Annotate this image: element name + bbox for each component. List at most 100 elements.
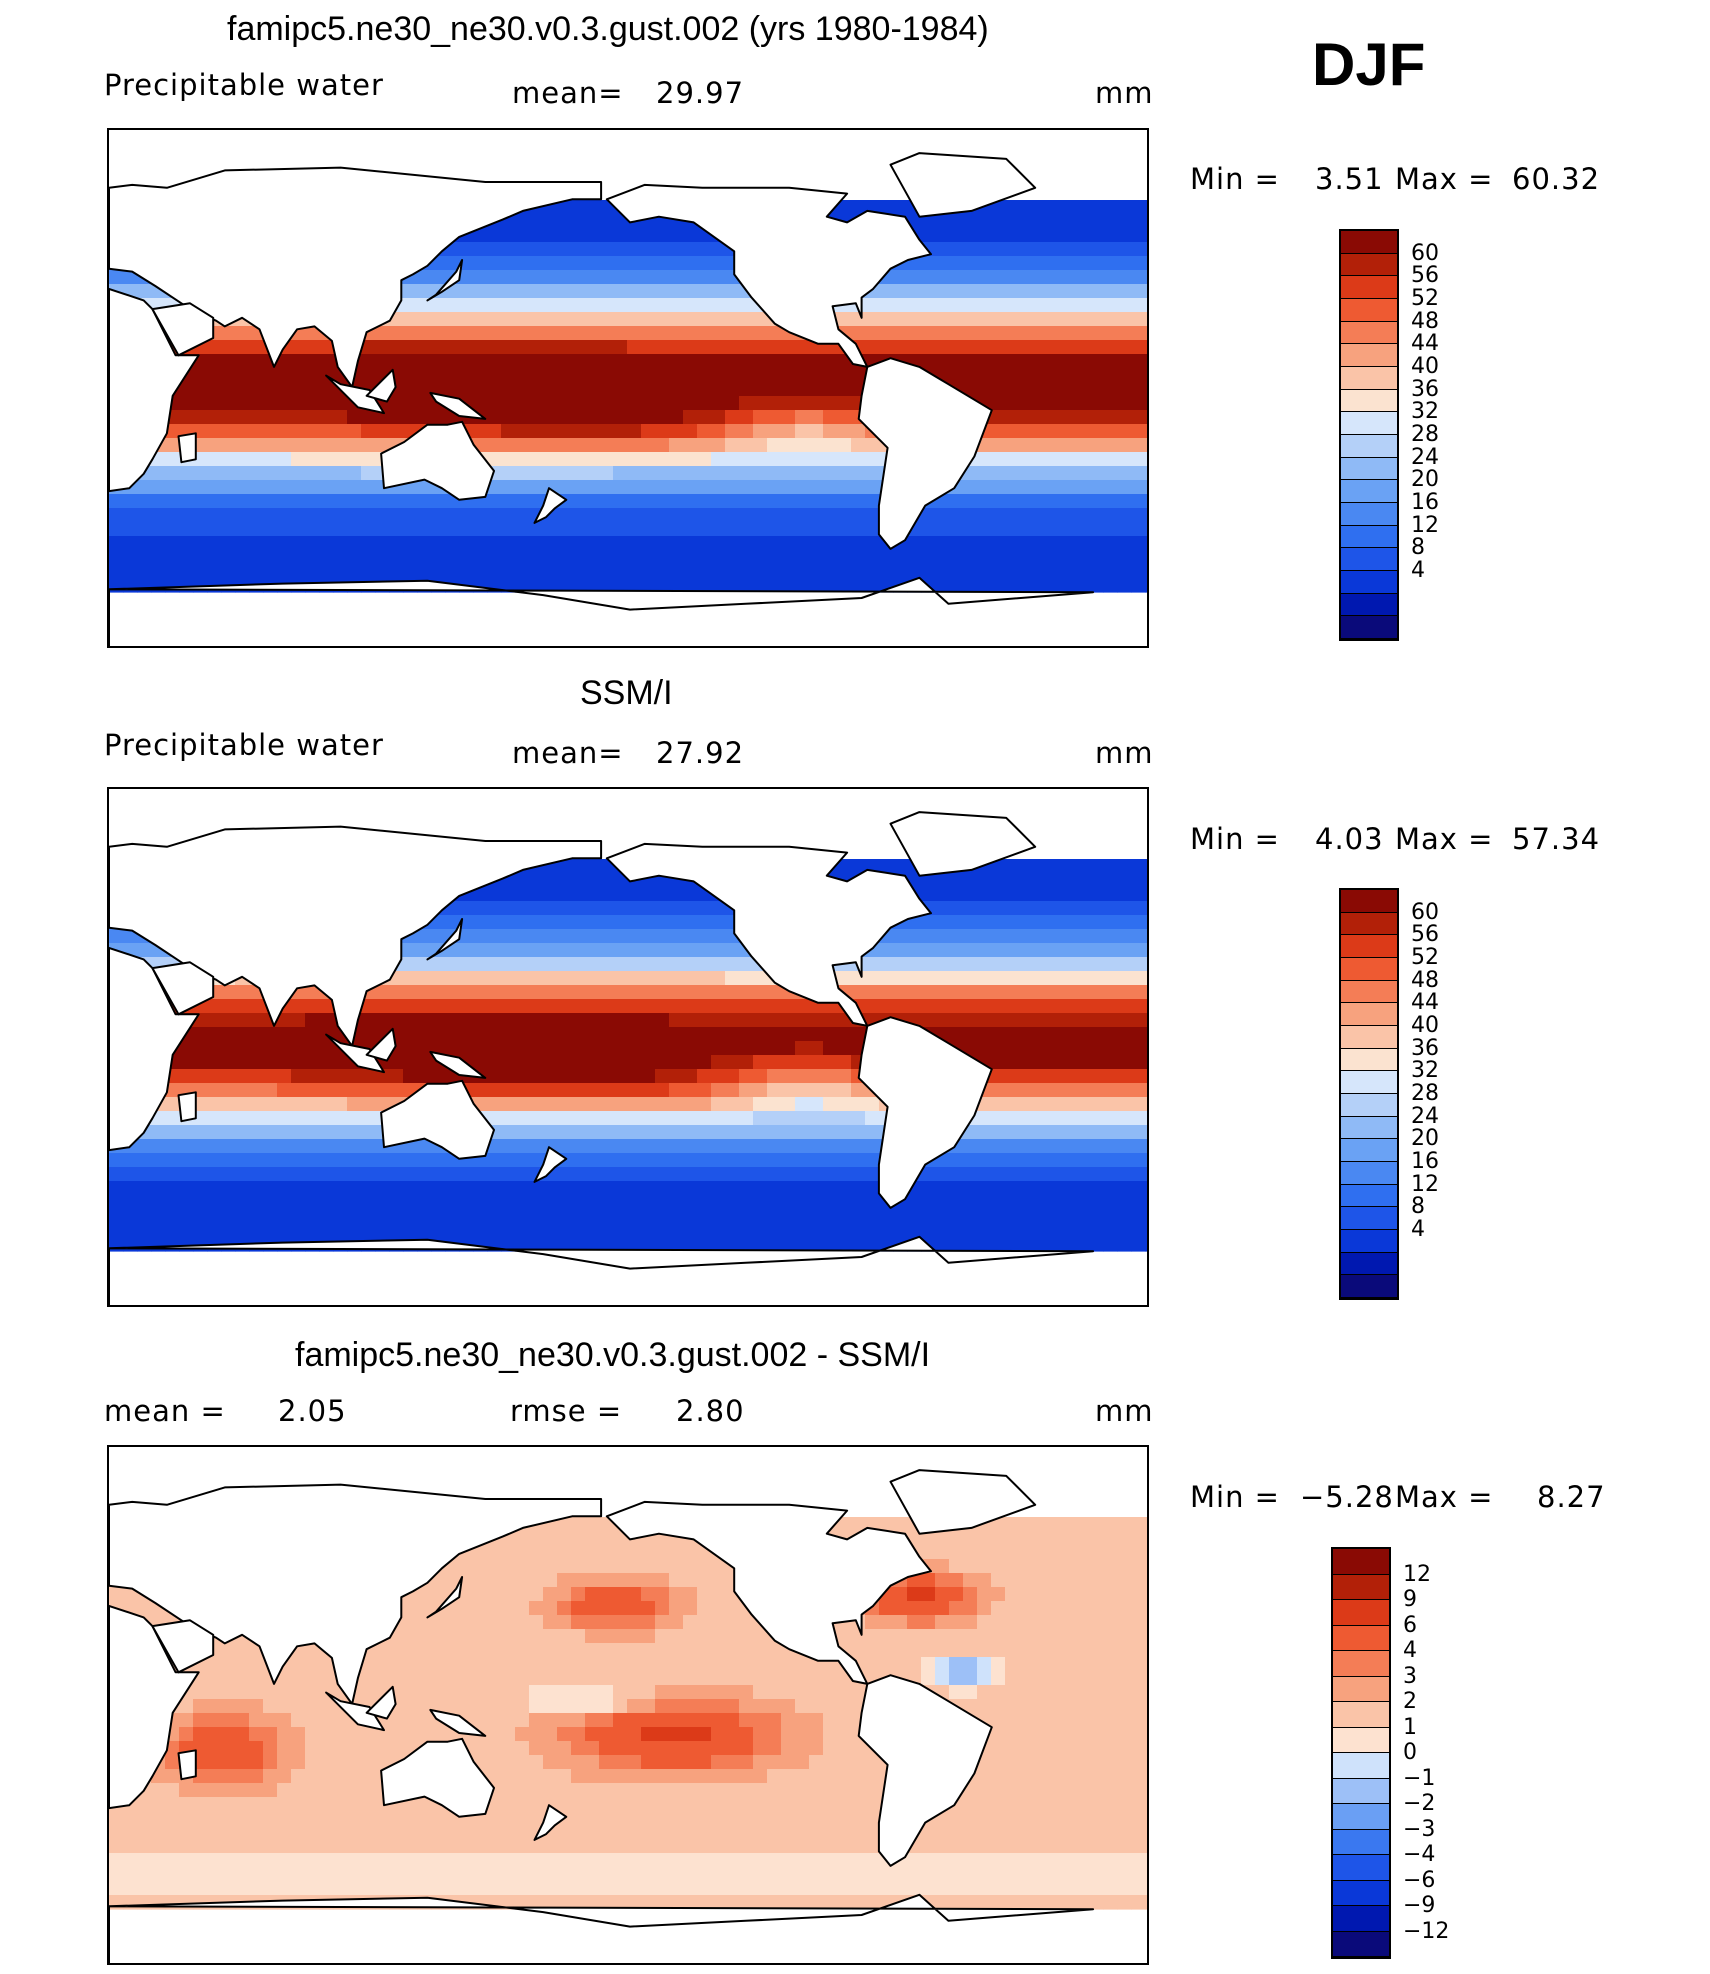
field-cell [725, 578, 740, 593]
field-cell [249, 1083, 264, 1098]
field-cell [683, 1055, 698, 1070]
field-cell [627, 1545, 642, 1560]
field-cell [697, 1601, 712, 1616]
field-cell [1061, 1027, 1076, 1042]
field-cell [739, 957, 754, 972]
field-cell [1117, 1055, 1132, 1070]
field-cell [963, 228, 978, 243]
field-cell [291, 410, 306, 425]
field-cell [823, 1223, 838, 1238]
field-cell [487, 438, 502, 453]
field-cell [837, 1139, 852, 1154]
field-cell [1019, 1223, 1034, 1238]
field-cell [627, 410, 642, 425]
field-cell [249, 340, 264, 355]
field-cell [193, 396, 208, 411]
field-cell [683, 354, 698, 369]
field-cell [795, 494, 810, 509]
field-cell [1075, 1097, 1090, 1112]
field-cell [459, 985, 474, 1000]
field-cell [1089, 943, 1104, 958]
field-cell [1131, 1601, 1146, 1616]
field-cell [417, 1041, 432, 1056]
field-cell [697, 1195, 712, 1210]
field-cell [837, 1237, 852, 1252]
field-cell [319, 536, 334, 551]
field-cell [515, 452, 530, 467]
field-cell [781, 1153, 796, 1168]
field-cell [599, 1545, 614, 1560]
field-cell [571, 1069, 586, 1084]
field-cell [1047, 564, 1062, 579]
field-cell [991, 410, 1006, 425]
field-cell [487, 1643, 502, 1658]
field-cell [403, 536, 418, 551]
continent-shape [151, 302, 215, 357]
field-cell [347, 1111, 362, 1126]
field-cell [473, 1181, 488, 1196]
field-cell [459, 536, 474, 551]
field-cell [683, 382, 698, 397]
field-cell [501, 1111, 516, 1126]
field-cell [1047, 242, 1062, 257]
field-cell [1103, 901, 1118, 916]
field-cell [403, 1643, 418, 1658]
field-cell [1075, 214, 1090, 229]
field-cell [865, 971, 880, 986]
field-cell [823, 410, 838, 425]
field-cell [669, 1013, 684, 1028]
field-cell [669, 452, 684, 467]
field-cell [249, 480, 264, 495]
field-cell [711, 1139, 726, 1154]
field-cell [557, 901, 572, 916]
field-cell [473, 1545, 488, 1560]
field-cell [921, 564, 936, 579]
field-cell [977, 929, 992, 944]
field-cell [1033, 1181, 1048, 1196]
field-cell [725, 396, 740, 411]
field-cell [1103, 1545, 1118, 1560]
field-cell [711, 1125, 726, 1140]
field-cell [291, 494, 306, 509]
field-cell [767, 1167, 782, 1182]
field-cell [1047, 1041, 1062, 1056]
field-cell [529, 1125, 544, 1140]
field-cell [991, 1167, 1006, 1182]
field-cell [669, 536, 684, 551]
field-cell [347, 1125, 362, 1140]
field-cell [389, 1195, 404, 1210]
field-cell [697, 1237, 712, 1252]
field-cell [725, 494, 740, 509]
field-cell [263, 494, 278, 509]
field-cell [697, 1027, 712, 1042]
field-cell [1075, 873, 1090, 888]
colorbar-swatch [1341, 344, 1397, 367]
field-cell [1075, 452, 1090, 467]
field-cell [137, 1209, 152, 1224]
field-cell [1145, 873, 1147, 888]
field-cell [599, 284, 614, 299]
field-cell [1033, 1153, 1048, 1168]
field-cell [1061, 1041, 1076, 1056]
field-cell [823, 508, 838, 523]
field-cell [795, 354, 810, 369]
field-cell [515, 396, 530, 411]
field-cell [529, 298, 544, 313]
field-cell [179, 466, 194, 481]
field-cell [1145, 396, 1147, 411]
field-cell [347, 508, 362, 523]
field-cell [781, 1055, 796, 1070]
field-cell [333, 1083, 348, 1098]
field-cell [837, 550, 852, 565]
field-cell [921, 1195, 936, 1210]
field-cell [515, 522, 530, 537]
field-cell [501, 1167, 516, 1182]
field-cell [487, 508, 502, 523]
field-cell [305, 536, 320, 551]
field-cell [1047, 901, 1062, 916]
field-cell [963, 1587, 978, 1602]
field-cell [235, 326, 250, 341]
field-cell [585, 873, 600, 888]
field-cell [711, 1097, 726, 1112]
field-cell [823, 424, 838, 439]
